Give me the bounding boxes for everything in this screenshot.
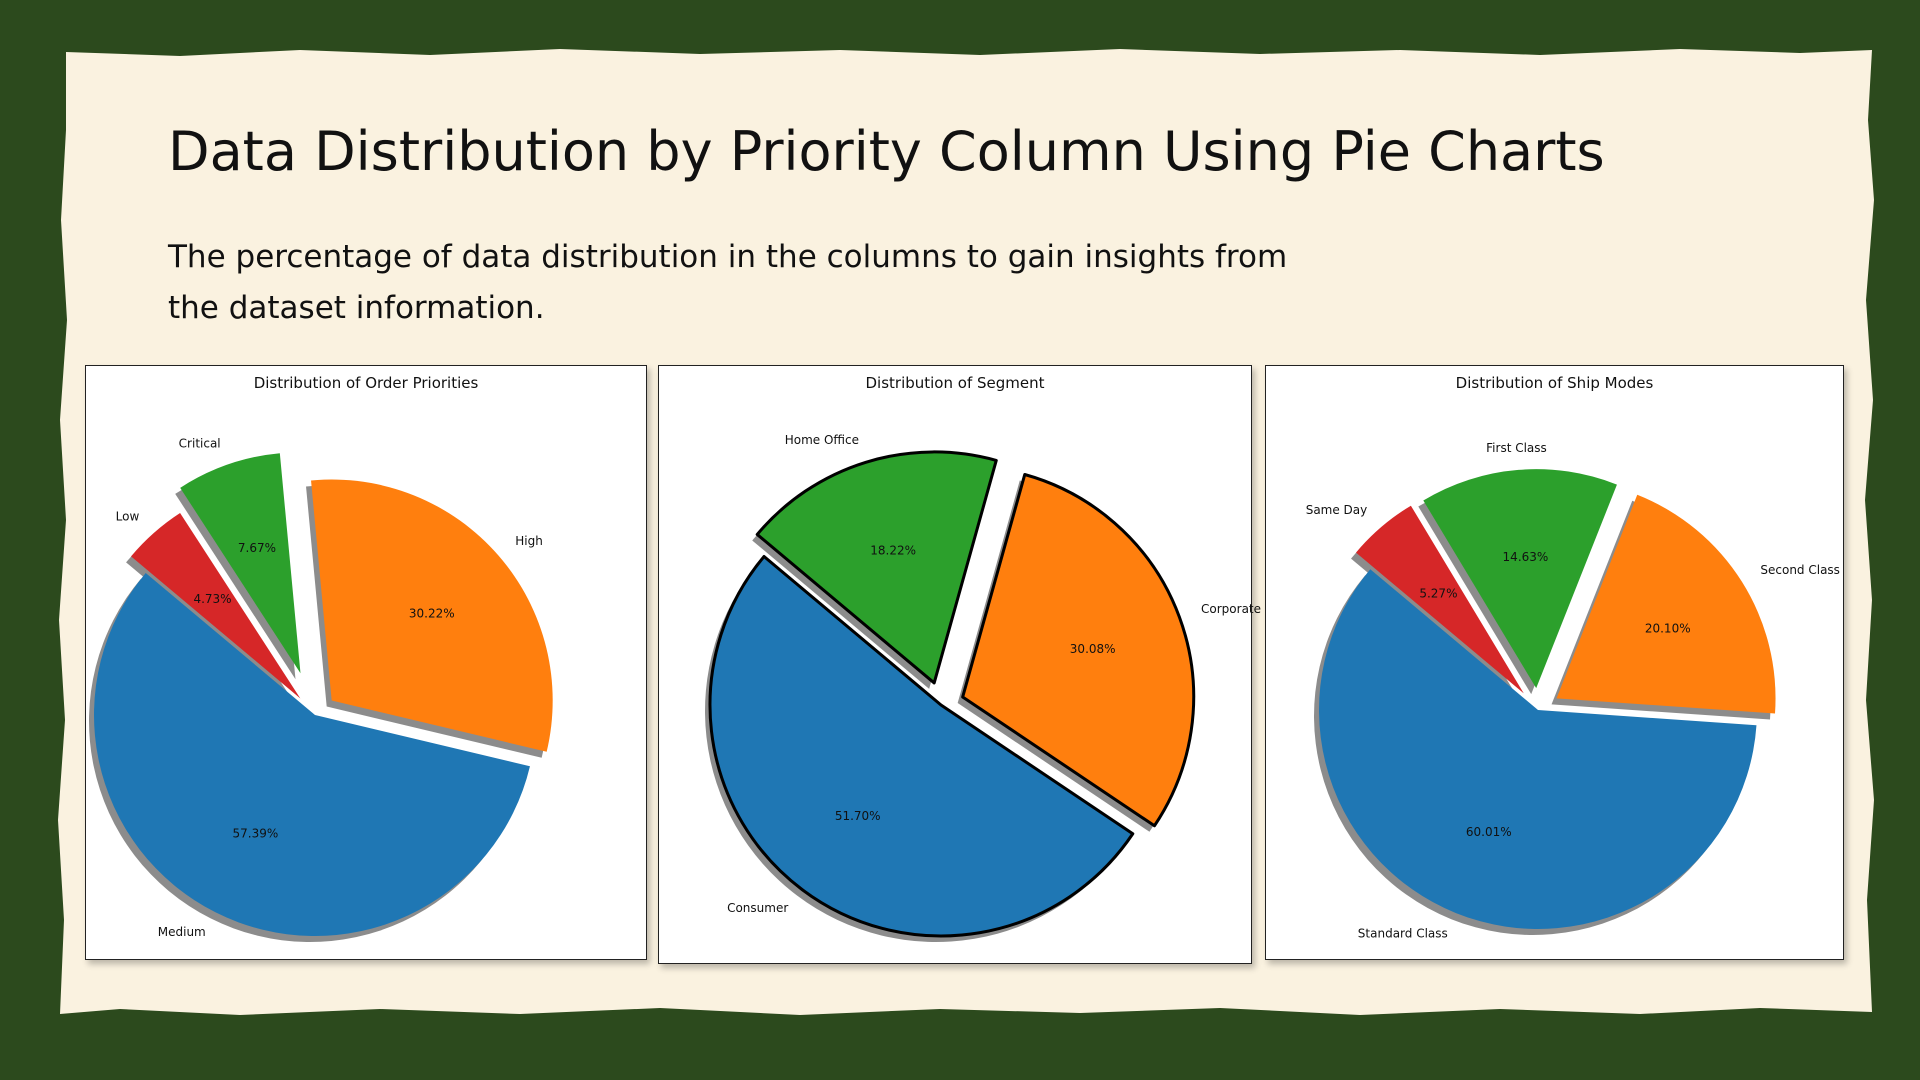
slice-percent-corporate: 30.08% [1070,642,1116,656]
pie-chart-segment: Distribution of Segment Consumer 51.70% Cor… [704,374,1261,943]
chart-title: Distribution of Order Priorities [254,374,479,392]
pie-slice-medium [93,572,530,936]
pie-slice-high [311,479,553,752]
slice-label-first-class: First Class [1486,441,1547,455]
slice-label-low: Low [116,509,140,523]
pie-slice-consumer [708,555,1135,938]
chart-title: Distribution of Ship Modes [1456,374,1654,392]
chart-order-priorities: Distribution of Order Priorities Medium 57… [85,365,647,960]
slice-label-standard-class: Standard Class [1358,926,1448,940]
pie-slice-first-class [1423,469,1617,689]
chart-segment: Distribution of Segment Consumer 51.70% Cor… [658,365,1261,964]
pie-chart-order-priorities: Distribution of Order Priorities Medium 57… [88,374,553,942]
pie-slice-low [131,513,301,699]
pie-slice-second-class [1556,494,1776,714]
pie-slice-same-day [1356,505,1524,694]
pie-slice-corporate [961,473,1196,828]
slice-label-second-class: Second Class [1760,563,1840,577]
slice-percent-low: 4.73% [193,592,231,606]
slice-percent-consumer: 51.70% [835,809,881,823]
slice-label-critical: Critical [179,437,221,451]
slice-percent-home-office: 18.22% [870,544,916,558]
pie-slice-home-office [755,450,998,685]
slice-label-corporate: Corporate [1201,602,1261,616]
slice-label-high: High [515,534,543,548]
slice-percent-same-day: 5.27% [1419,586,1457,600]
slide-subtitle: The percentage of data distribution in t… [168,239,1288,326]
slice-percent-standard-class: 60.01% [1466,825,1512,839]
slide-title: Data Distribution by Priority Column Usi… [168,120,1605,183]
chart-ship-modes: Distribution of Ship Modes Standard Class… [1265,365,1844,960]
chart-title: Distribution of Segment [865,374,1044,392]
slice-label-consumer: Consumer [727,901,788,915]
slice-percent-medium: 57.39% [233,826,279,840]
pie-chart-ship-modes: Distribution of Ship Modes Standard Class… [1306,374,1840,940]
slice-percent-first-class: 14.63% [1503,550,1549,564]
slice-label-home-office: Home Office [785,433,859,447]
slice-percent-critical: 7.67% [238,541,276,555]
slice-label-medium: Medium [158,925,206,939]
pie-slice-critical [180,453,301,674]
pie-slice-standard-class [1319,569,1757,930]
slice-label-same-day: Same Day [1306,503,1368,517]
slice-percent-high: 30.22% [409,607,455,621]
slice-percent-second-class: 20.10% [1645,621,1691,635]
